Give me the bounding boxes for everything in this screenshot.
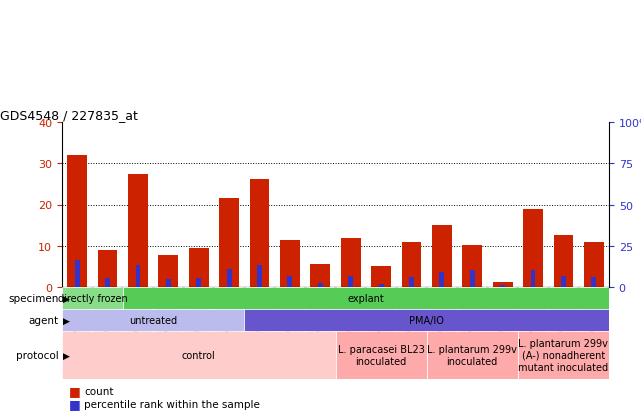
Text: GSM579395: GSM579395 xyxy=(589,290,598,344)
Bar xyxy=(462,245,482,287)
Text: L. plantarum 299v
inoculated: L. plantarum 299v inoculated xyxy=(428,344,517,366)
Text: ■: ■ xyxy=(69,385,80,398)
FancyBboxPatch shape xyxy=(427,331,518,379)
Text: specimen: specimen xyxy=(8,293,59,303)
FancyBboxPatch shape xyxy=(185,287,212,359)
Bar xyxy=(554,236,573,287)
FancyBboxPatch shape xyxy=(62,331,335,379)
Text: ▶: ▶ xyxy=(63,351,70,360)
Text: L. plantarum 299v
(A-) nonadherent
mutant inoculated: L. plantarum 299v (A-) nonadherent mutan… xyxy=(519,339,608,372)
Text: GSM579389: GSM579389 xyxy=(407,290,416,344)
Text: GSM579387: GSM579387 xyxy=(346,290,355,344)
Text: GSM579391: GSM579391 xyxy=(468,290,477,344)
FancyBboxPatch shape xyxy=(458,287,486,359)
Bar xyxy=(158,255,178,287)
Text: control: control xyxy=(182,350,215,360)
Bar xyxy=(257,266,262,287)
FancyBboxPatch shape xyxy=(519,287,547,359)
FancyBboxPatch shape xyxy=(550,287,577,359)
Text: GSM579386: GSM579386 xyxy=(133,290,142,344)
FancyBboxPatch shape xyxy=(246,287,273,359)
Text: GSM579392: GSM579392 xyxy=(498,290,507,344)
Text: GSM579393: GSM579393 xyxy=(529,290,538,344)
Bar xyxy=(280,240,300,287)
Bar xyxy=(75,260,79,287)
FancyBboxPatch shape xyxy=(215,287,243,359)
FancyBboxPatch shape xyxy=(94,287,121,359)
Text: GSM579394: GSM579394 xyxy=(559,290,568,344)
Text: GSM579381: GSM579381 xyxy=(164,290,173,344)
Bar xyxy=(310,265,330,287)
FancyBboxPatch shape xyxy=(428,287,456,359)
Text: percentile rank within the sample: percentile rank within the sample xyxy=(85,399,260,409)
Bar xyxy=(402,242,421,287)
Text: ▶: ▶ xyxy=(63,294,70,303)
Bar xyxy=(523,209,543,287)
Text: L. paracasei BL23
inoculated: L. paracasei BL23 inoculated xyxy=(338,344,424,366)
Bar xyxy=(439,273,444,287)
Bar xyxy=(105,279,110,287)
Bar xyxy=(67,156,87,287)
Bar xyxy=(592,277,596,287)
Bar xyxy=(135,266,140,287)
Text: ▶: ▶ xyxy=(63,316,70,325)
FancyBboxPatch shape xyxy=(123,287,609,309)
Bar xyxy=(196,279,201,287)
FancyBboxPatch shape xyxy=(398,287,425,359)
FancyBboxPatch shape xyxy=(244,309,609,331)
FancyBboxPatch shape xyxy=(489,287,516,359)
Text: GSM579397: GSM579397 xyxy=(285,290,294,344)
Bar xyxy=(189,248,208,287)
FancyBboxPatch shape xyxy=(124,287,152,359)
Bar xyxy=(493,282,513,287)
Bar xyxy=(318,283,323,287)
Text: GSM579396: GSM579396 xyxy=(255,290,264,344)
Text: directly frozen: directly frozen xyxy=(58,293,128,303)
FancyBboxPatch shape xyxy=(154,287,182,359)
FancyBboxPatch shape xyxy=(518,331,609,379)
Bar xyxy=(371,267,391,287)
Bar xyxy=(409,277,414,287)
Bar xyxy=(561,276,566,287)
FancyBboxPatch shape xyxy=(62,287,123,309)
Bar xyxy=(219,199,239,287)
Bar xyxy=(249,180,269,287)
Text: GSM579384: GSM579384 xyxy=(72,290,81,344)
FancyBboxPatch shape xyxy=(63,287,91,359)
Text: ■: ■ xyxy=(69,398,80,411)
FancyBboxPatch shape xyxy=(337,287,364,359)
Bar xyxy=(97,250,117,287)
Text: GSM579398: GSM579398 xyxy=(316,290,325,344)
Text: PMA/IO: PMA/IO xyxy=(409,315,444,325)
Bar xyxy=(128,174,148,287)
Bar xyxy=(227,269,231,287)
FancyBboxPatch shape xyxy=(335,331,427,379)
FancyBboxPatch shape xyxy=(276,287,304,359)
FancyBboxPatch shape xyxy=(367,287,395,359)
Bar xyxy=(470,271,475,287)
Bar xyxy=(341,239,361,287)
Bar xyxy=(287,277,292,287)
Bar xyxy=(432,225,452,287)
Text: explant: explant xyxy=(347,293,384,303)
Text: GDS4548 / 227835_at: GDS4548 / 227835_at xyxy=(0,109,138,121)
Bar xyxy=(379,284,383,287)
Text: GSM579385: GSM579385 xyxy=(103,290,112,344)
Text: agent: agent xyxy=(29,315,59,325)
Bar xyxy=(500,285,505,287)
FancyBboxPatch shape xyxy=(580,287,608,359)
Bar xyxy=(584,242,604,287)
Text: GSM579382: GSM579382 xyxy=(194,290,203,344)
Bar xyxy=(166,280,171,287)
Bar xyxy=(531,271,535,287)
Text: GSM579388: GSM579388 xyxy=(376,290,386,344)
FancyBboxPatch shape xyxy=(62,309,244,331)
Text: protocol: protocol xyxy=(16,350,59,360)
Bar xyxy=(348,276,353,287)
Text: count: count xyxy=(85,386,114,396)
Text: GSM579383: GSM579383 xyxy=(224,290,233,344)
FancyBboxPatch shape xyxy=(306,287,334,359)
Text: GSM579390: GSM579390 xyxy=(437,290,446,344)
Text: untreated: untreated xyxy=(129,315,177,325)
